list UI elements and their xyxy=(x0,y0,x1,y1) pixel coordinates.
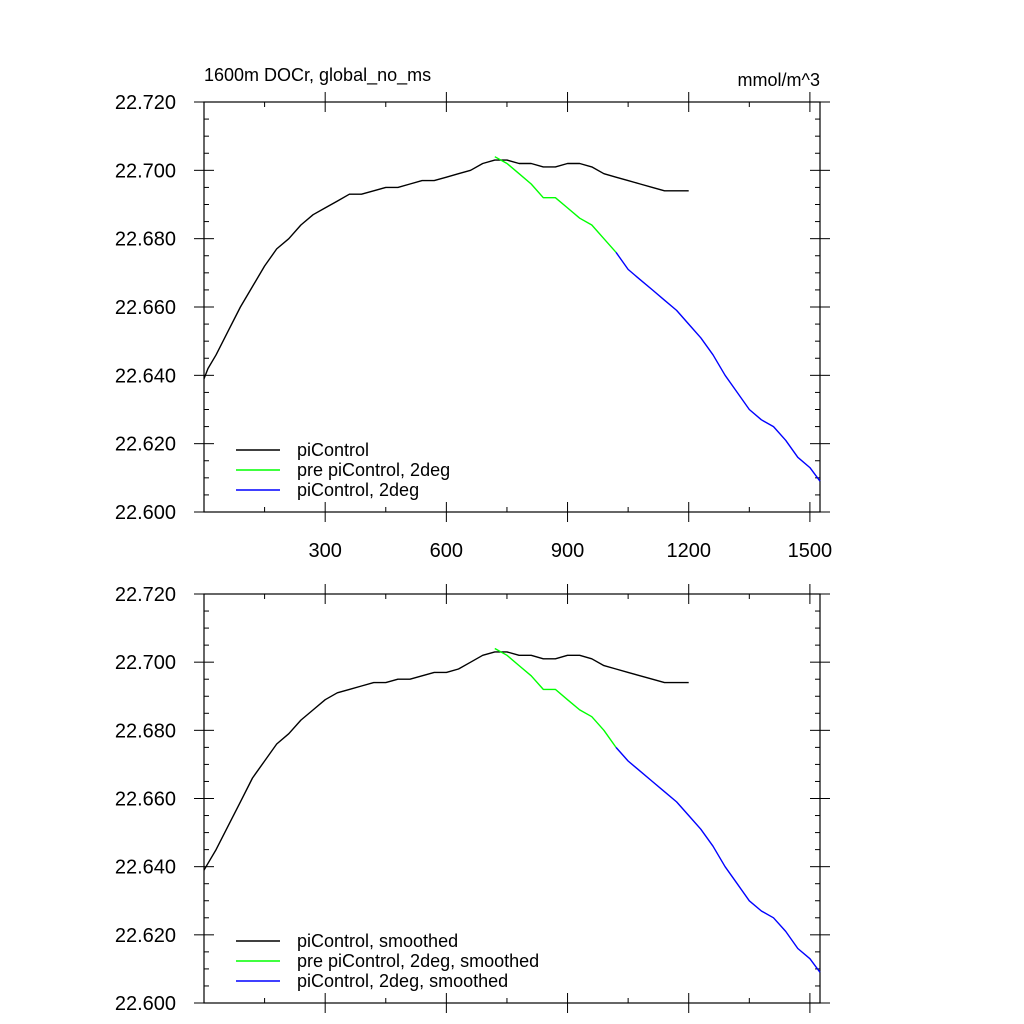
y-tick-label: 22.600 xyxy=(115,993,176,1015)
y-tick-label: 22.620 xyxy=(115,434,176,456)
bottom-panel: 22.600 22.620 22.640 22.660 22.680 22.700 22.7… xyxy=(115,584,830,1015)
y-tick-label: 22.620 xyxy=(115,925,176,947)
legend-label: pre piControl, 2deg, smoothed xyxy=(297,951,539,971)
y-tick-label: 22.720 xyxy=(115,584,176,606)
x-tick-label: 1500 xyxy=(788,540,833,562)
chart-title: 1600m DOCr, global_no_ms xyxy=(204,65,431,86)
y-tick-label: 22.640 xyxy=(115,365,176,387)
legend-label: piControl, smoothed xyxy=(297,931,458,951)
series-line-2 xyxy=(494,647,617,748)
y-tick-label: 22.700 xyxy=(115,652,176,674)
series-line-3 xyxy=(615,746,821,973)
y-tick-label: 22.660 xyxy=(115,297,176,319)
y-tick-label: 22.680 xyxy=(115,720,176,742)
x-tick-label: 900 xyxy=(551,540,584,562)
y-tick-label: 22.720 xyxy=(115,92,176,114)
legend-label: piControl, 2deg, smoothed xyxy=(297,971,508,991)
y-tick-label: 22.680 xyxy=(115,229,176,251)
series-line-3 xyxy=(615,251,821,482)
top-panel: 22.600 22.620 22.640 22.660 22.680 22.700 22.7… xyxy=(115,65,832,562)
y-tick-label: 22.600 xyxy=(115,502,176,524)
legend-label: piControl xyxy=(297,440,369,460)
legend-label: pre piControl, 2deg xyxy=(297,460,450,480)
axis-ticks xyxy=(194,584,830,1013)
y-tick-label: 22.640 xyxy=(115,857,176,879)
x-tick-label: 300 xyxy=(308,540,341,562)
series-line-2 xyxy=(494,156,617,253)
y-tick-label: 22.700 xyxy=(115,160,176,182)
y-tick-label: 22.660 xyxy=(115,789,176,811)
units-label: mmol/m^3 xyxy=(738,70,820,90)
legend-label: piControl, 2deg xyxy=(297,480,419,500)
series-line-1 xyxy=(203,651,689,871)
series-line-1 xyxy=(203,159,689,380)
x-tick-label: 1200 xyxy=(666,540,711,562)
x-tick-label: 600 xyxy=(430,540,463,562)
axis-ticks xyxy=(194,92,830,522)
